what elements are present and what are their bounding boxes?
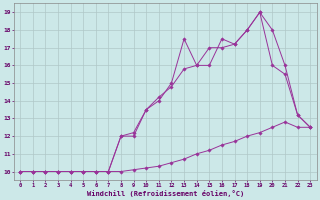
X-axis label: Windchill (Refroidissement éolien,°C): Windchill (Refroidissement éolien,°C)	[86, 190, 244, 197]
